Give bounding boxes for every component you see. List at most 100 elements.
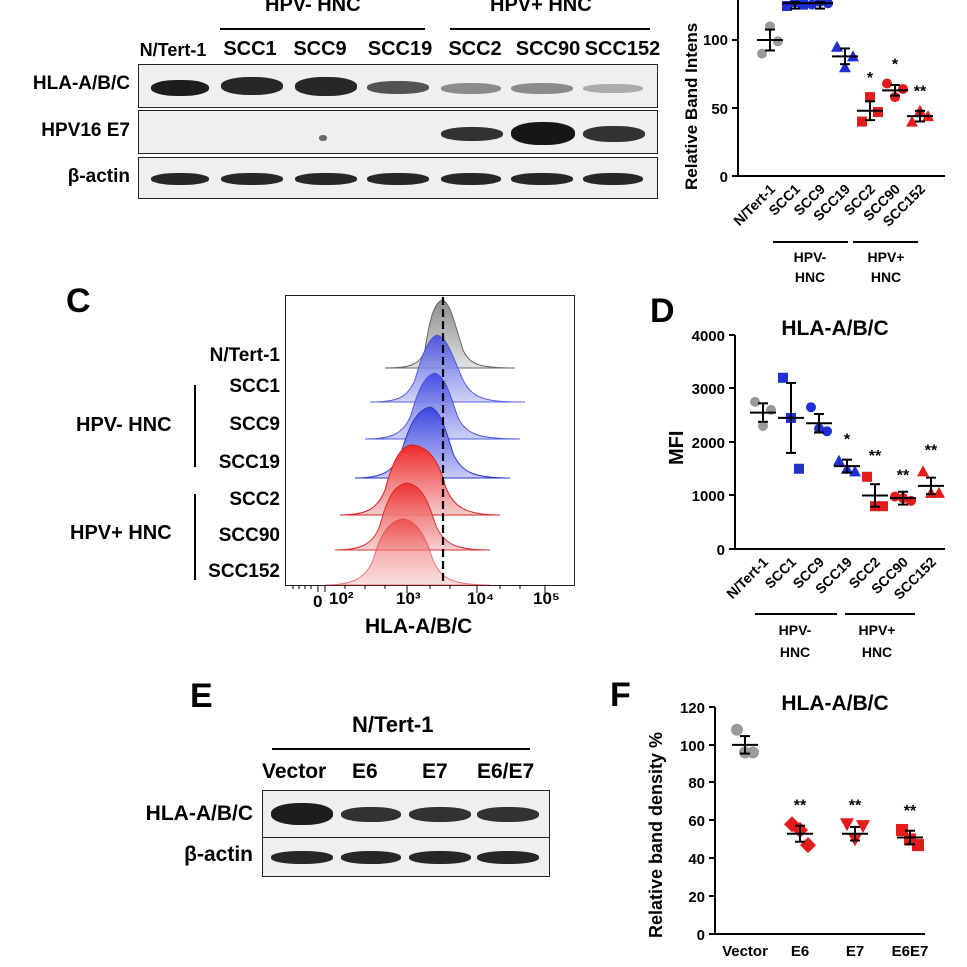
lane-label: SCC9 — [293, 38, 347, 60]
blot-row-label: HLA-A/B/C — [145, 802, 253, 825]
group-label-hpv-pos-line2: HNC — [871, 269, 901, 285]
histogram-sample-label: SCC9 — [229, 414, 280, 435]
group-label-hpv-pos-line2: HNC — [862, 644, 892, 660]
data-point — [862, 471, 872, 482]
significance-marker: * — [867, 70, 874, 87]
group-label-hpv-neg-line1: HPV- — [794, 249, 827, 265]
data-point — [822, 426, 832, 437]
data-point — [898, 83, 908, 94]
panel-letter-d: D — [650, 292, 675, 330]
group-label-hpv-pos: HPV+ HNC — [70, 522, 172, 544]
blot-strip-e7 — [138, 110, 658, 154]
significance-marker: * — [844, 432, 851, 449]
group-label-hpv-neg-line2: HNC — [780, 644, 810, 660]
histogram-sample-label: SCC19 — [218, 452, 280, 473]
chart-title: HLA-A/B/C — [781, 317, 888, 340]
x-tick-label: 10² — [329, 589, 354, 608]
data-point — [856, 820, 870, 834]
x-tick-label: 10⁵ — [533, 589, 560, 608]
y-tick-labels: 0 20 40 60 80 100 120 — [680, 700, 705, 944]
lane-label: N/Tert-1 — [139, 40, 207, 60]
y-tick-label: 60 — [688, 813, 705, 830]
data-point — [840, 818, 854, 832]
group-header-hpv-neg: HPV- HNC — [265, 0, 361, 16]
data-point — [912, 839, 924, 852]
y-tick-label: 0 — [720, 169, 728, 186]
chart-title: HLA-A/B/C — [781, 692, 888, 715]
x-tick-label: E6E7 — [892, 943, 929, 960]
significance-marker: ** — [925, 442, 938, 459]
blot-header: N/Tert-1 — [352, 712, 434, 737]
significance-marker: * — [892, 57, 899, 74]
blot-row-label: HLA-A/B/C — [32, 73, 130, 94]
significance-marker: ** — [794, 797, 807, 814]
data-point — [865, 92, 875, 103]
y-tick-label: 4000 — [692, 328, 725, 345]
group-bracket-hpv-neg — [194, 385, 196, 467]
y-axis-label: Relative band density % — [646, 732, 666, 938]
blot-strip-actin — [138, 157, 658, 199]
x-tick-label: Vector — [722, 943, 768, 960]
histogram-scc90 — [334, 482, 491, 551]
data-point — [757, 48, 767, 59]
blot-strip-actin-e — [262, 837, 550, 877]
lane-label: SCC152 — [584, 38, 661, 60]
group-rule-hpv-neg — [220, 28, 425, 30]
histogram-sample-label: SCC1 — [229, 376, 280, 397]
panel-f-chart: HLA-A/B/C Relative band density % 0 20 4… — [646, 692, 928, 960]
data-point — [731, 723, 743, 736]
lane-label: E6 — [352, 760, 378, 783]
x-tick-label: E6 — [791, 943, 809, 960]
panel-letter-c: C — [66, 282, 91, 320]
data-point — [917, 465, 929, 477]
y-tick-label: 3000 — [692, 381, 725, 398]
histogram-sample-label: SCC90 — [218, 525, 280, 546]
x-tick-label: SCC1 — [761, 554, 799, 592]
y-tick-label: 40 — [688, 851, 705, 868]
data-point — [747, 746, 759, 759]
group-label-hpv-pos-line1: HPV+ — [859, 622, 896, 638]
x-axis-label: HLA-A/B/C — [365, 615, 473, 638]
y-tick-label: 20 — [688, 889, 705, 906]
y-axis-label: Relative Band Intens — [682, 23, 701, 190]
x-tick-label: 10³ — [396, 589, 421, 608]
data-point — [849, 465, 861, 477]
group-header-hpv-pos: HPV+ HNC — [490, 0, 592, 16]
data-point — [782, 0, 792, 11]
histogram-sample-label: N/Tert-1 — [209, 345, 280, 366]
panel-d-chart: HLA-A/B/C MFI 0 1000 2000 3000 4000 ****… — [666, 317, 945, 660]
y-tick-label: 2000 — [692, 435, 725, 452]
data-points: ******* — [750, 372, 945, 512]
lane-label: E7 — [422, 760, 448, 783]
y-tick-label: 80 — [688, 775, 705, 792]
x-tick-label: 10⁴ — [467, 589, 495, 608]
group-label-hpv-pos-line1: HPV+ — [868, 249, 905, 265]
lane-label: SCC90 — [515, 38, 581, 60]
histogram-scc152 — [324, 518, 491, 586]
data-point — [758, 420, 768, 431]
lane-label: Vector — [262, 760, 327, 783]
data-points: **** — [757, 0, 934, 127]
y-tick-label: 120 — [680, 700, 705, 717]
y-tick-label: 100 — [680, 738, 705, 755]
group-label-hpv-neg-line1: HPV- — [779, 622, 812, 638]
data-point — [933, 486, 945, 498]
data-point — [839, 61, 851, 73]
y-tick-label: 1000 — [692, 488, 725, 505]
significance-marker: ** — [914, 84, 927, 101]
panel-c-histograms — [285, 295, 575, 593]
group-bracket-hpv-pos — [194, 494, 196, 580]
y-tick-label: 0 — [697, 927, 705, 944]
significance-marker: ** — [869, 448, 882, 465]
data-point — [800, 837, 816, 854]
data-point — [794, 463, 804, 474]
data-point — [831, 40, 843, 52]
data-point — [890, 92, 900, 103]
significance-marker: ** — [897, 468, 910, 485]
panel-letter-f: F — [610, 676, 631, 714]
x-tick-labels: Vector E6 E7 E6E7 — [722, 943, 928, 960]
data-point — [878, 501, 888, 512]
y-axis-label: MFI — [666, 431, 688, 465]
